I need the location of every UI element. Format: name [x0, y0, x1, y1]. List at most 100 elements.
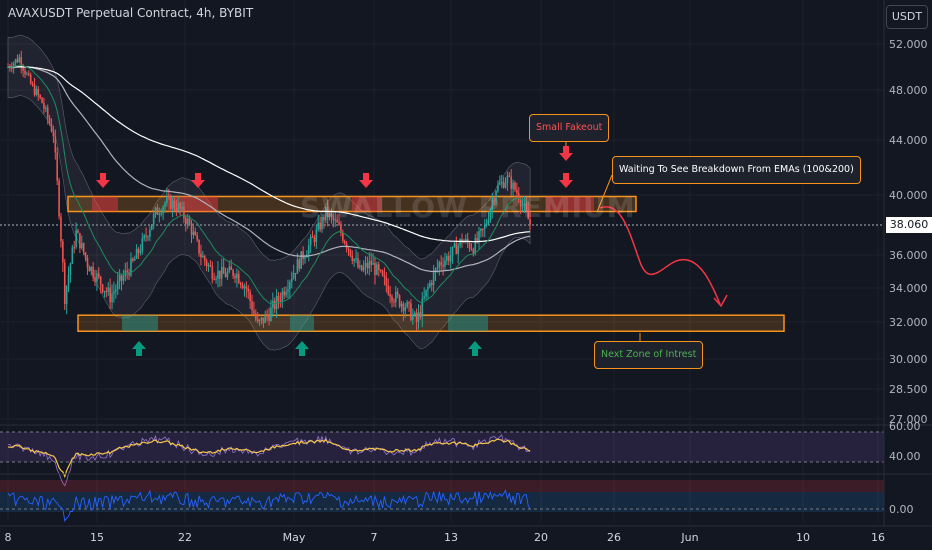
candle-body	[37, 88, 40, 96]
candle-body	[311, 236, 314, 238]
candle-body	[10, 68, 13, 70]
candle-body	[429, 282, 431, 287]
osc-upper-band	[0, 480, 884, 492]
candle-body	[383, 275, 386, 278]
x-tick-label: 10	[796, 531, 810, 544]
candle-body	[391, 296, 393, 302]
annotation-small-fakeout: Small Fakeout	[529, 114, 610, 142]
candle-body	[275, 295, 278, 310]
candle-body	[132, 258, 134, 261]
candle-body	[427, 286, 429, 290]
candle-body	[521, 204, 524, 207]
bollinger-band	[7, 34, 531, 351]
candle-body	[447, 255, 450, 262]
candle-body	[342, 232, 344, 241]
candle-body	[334, 219, 337, 221]
candle-body	[368, 260, 371, 269]
candle-body	[236, 273, 238, 279]
candle-body	[60, 216, 62, 242]
candle-body	[107, 287, 110, 292]
candle-body	[453, 243, 456, 247]
candle-body	[243, 286, 246, 289]
candle-body	[111, 293, 113, 303]
candle-body	[166, 195, 168, 204]
candle-body	[296, 259, 299, 274]
candle-body	[46, 107, 49, 119]
candle-body	[73, 247, 76, 249]
candle-body	[167, 195, 170, 197]
candle-body	[340, 224, 342, 233]
annotation-next-zone: Next Zone of Intrest	[594, 341, 704, 369]
band-fill	[7, 34, 531, 351]
candle-body	[449, 255, 452, 262]
candle-body	[194, 231, 197, 236]
candle-body	[234, 275, 236, 279]
candle-body	[149, 229, 151, 237]
candle-body	[419, 312, 422, 317]
x-tick-label: 15	[90, 531, 104, 544]
candle-body	[304, 257, 306, 260]
candle-body	[410, 303, 412, 321]
candle-body	[357, 258, 359, 268]
candle-body	[213, 278, 215, 280]
candle-body	[294, 273, 297, 275]
candle-body	[22, 66, 24, 71]
y-tick-label: 52.000	[889, 38, 928, 51]
rsi-tick-label: 40.00	[889, 450, 921, 463]
candle-body	[412, 315, 414, 321]
candle-body	[16, 59, 19, 63]
candle-body	[249, 291, 251, 302]
candle-body	[499, 183, 501, 185]
candle-body	[376, 264, 378, 275]
candle-body	[413, 312, 416, 316]
candle-body	[247, 288, 250, 292]
candle-body	[205, 261, 208, 267]
candle-body	[347, 248, 350, 250]
resistance-touch	[168, 196, 218, 212]
candle-body	[88, 267, 91, 272]
candle-body	[255, 313, 257, 320]
candle-body	[122, 276, 125, 281]
candle-body	[28, 73, 30, 75]
resistance-touch	[92, 196, 118, 212]
candle-body	[315, 229, 318, 242]
candle-body	[164, 203, 166, 208]
down-arrow-icon	[191, 173, 205, 188]
candle-body	[359, 265, 361, 268]
candle-body	[283, 291, 285, 296]
candle-body	[493, 200, 495, 202]
candle-body	[463, 241, 465, 243]
candle-body	[18, 57, 21, 63]
candle-body	[270, 307, 272, 321]
candle-body	[239, 283, 242, 286]
osc-tick-label: 0.00	[889, 503, 914, 516]
candle-body	[385, 277, 388, 286]
candle-body	[366, 263, 369, 269]
candle-body	[508, 175, 511, 177]
candle-body	[302, 251, 304, 260]
candle-body	[92, 266, 94, 278]
candle-body	[332, 216, 335, 221]
candle-body	[177, 203, 180, 211]
candle-body	[319, 222, 321, 230]
candle-body	[425, 289, 427, 297]
rsi-tick-label: 60.00	[889, 420, 921, 433]
candle-body	[285, 291, 287, 296]
candle-body	[58, 180, 60, 217]
candle-body	[277, 295, 280, 301]
x-tick-label: 20	[534, 531, 548, 544]
moving-averages	[7, 64, 531, 305]
candle-body	[124, 270, 127, 277]
callout-line	[596, 174, 613, 213]
candle-body	[415, 312, 418, 322]
currency-button[interactable]: USDT	[886, 5, 928, 29]
candle-body	[232, 269, 234, 276]
candle-body	[77, 230, 79, 234]
candle-body	[181, 206, 183, 209]
candle-body	[54, 136, 57, 153]
candle-body	[330, 213, 333, 217]
candle-body	[126, 270, 128, 273]
candle-body	[393, 301, 395, 303]
candle-body	[290, 278, 293, 283]
